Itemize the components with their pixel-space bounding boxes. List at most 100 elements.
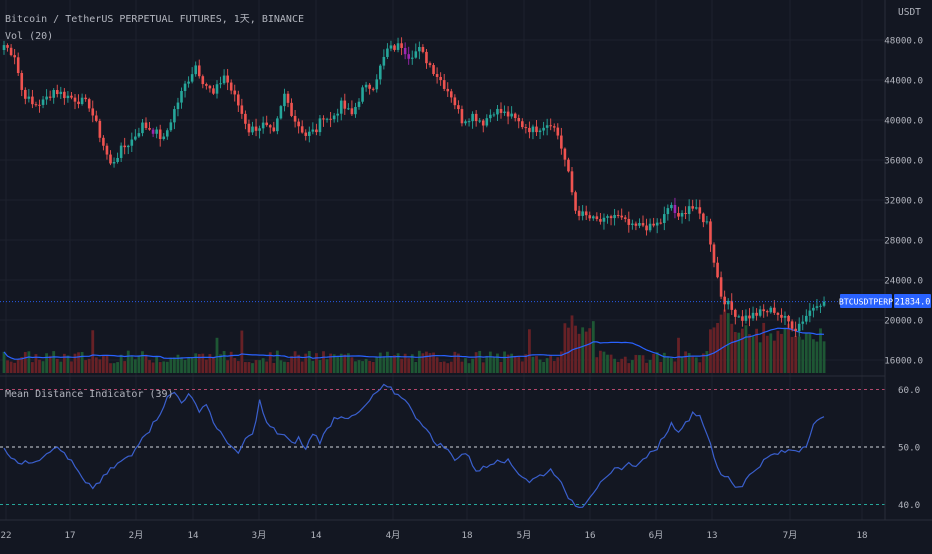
candle-body[interactable] [655,222,659,226]
candle-body[interactable] [762,309,765,312]
candle-body[interactable] [20,73,24,90]
candle-body[interactable] [300,126,304,133]
candle-body[interactable] [116,157,119,162]
candle-body[interactable] [794,328,797,332]
candle-body[interactable] [474,113,478,122]
candle-body[interactable] [197,65,201,77]
candle-body[interactable] [584,211,588,216]
candle-body[interactable] [336,113,339,116]
candle-body[interactable] [229,82,233,91]
candle-body[interactable] [549,125,552,127]
candle-body[interactable] [155,129,158,134]
candle-body[interactable] [279,106,283,119]
candle-body[interactable] [293,115,297,122]
candle-body[interactable] [485,118,489,126]
candle-body[interactable] [744,315,748,321]
candle-body[interactable] [187,81,190,84]
candle-body[interactable] [364,84,368,88]
candle-body[interactable] [389,45,393,49]
candle-body[interactable] [730,300,734,310]
candle-body[interactable] [70,95,73,98]
candle-body[interactable] [233,90,237,95]
candle-body[interactable] [705,221,709,223]
candle-body[interactable] [812,307,815,311]
candle-body[interactable] [521,121,524,128]
price-axis[interactable]: 48000.0 44000.0 40000.0 36000.0 32000.0 28000… [884,36,923,367]
candle-body[interactable] [567,159,570,172]
candle-body[interactable] [73,97,77,102]
candle-body[interactable] [276,118,279,132]
candle-body[interactable] [368,84,371,89]
candle-body[interactable] [481,120,485,126]
candle-body[interactable] [244,113,247,124]
candle-body[interactable] [205,84,208,86]
candle-body[interactable] [723,296,726,305]
candle-body[interactable] [87,99,91,109]
candle-body[interactable] [460,109,464,124]
candle-body[interactable] [421,47,425,52]
candle-body[interactable] [123,145,126,148]
candle-body[interactable] [148,128,151,130]
candle-body[interactable] [588,215,592,219]
candle-body[interactable] [27,96,31,99]
candle-body[interactable] [773,307,776,313]
candle-body[interactable] [574,192,577,211]
candle-body[interactable] [137,133,141,137]
candle-body[interactable] [45,96,48,100]
candle-body[interactable] [240,105,244,114]
candle-body[interactable] [34,104,38,106]
candle-body[interactable] [765,311,769,313]
candle-body[interactable] [311,129,315,132]
candle-body[interactable] [616,215,620,217]
candle-body[interactable] [55,90,59,95]
candle-body[interactable] [510,113,513,117]
candle-body[interactable] [162,136,166,140]
candle-body[interactable] [556,127,560,136]
candle-body[interactable] [499,108,503,113]
candle-body[interactable] [634,223,638,226]
candle-body[interactable] [13,55,16,58]
candle-body[interactable] [400,43,403,48]
candle-body[interactable] [48,96,52,98]
volume-label[interactable]: Vol (20) [5,31,53,42]
candle-body[interactable] [315,129,318,133]
candle-body[interactable] [208,85,212,89]
candle-body[interactable] [687,206,691,215]
candle-body[interactable] [741,316,744,321]
candle-body[interactable] [237,94,240,106]
candle-body[interactable] [780,314,783,318]
candle-body[interactable] [215,84,219,94]
candle-body[interactable] [141,122,144,134]
candle-body[interactable] [609,216,613,219]
candle-body[interactable] [620,215,623,218]
candlesticks[interactable] [2,37,826,338]
candle-body[interactable] [602,217,606,222]
candle-body[interactable] [751,312,755,319]
candle-body[interactable] [16,57,20,74]
candle-body[interactable] [119,145,123,158]
candle-body[interactable] [357,101,361,107]
candle-body[interactable] [677,213,680,217]
candle-body[interactable] [109,154,112,164]
candle-body[interactable] [797,323,801,332]
candle-body[interactable] [31,96,34,105]
candle-body[interactable] [190,74,194,82]
candle-body[interactable] [645,225,648,231]
candle-body[interactable] [105,145,109,155]
candle-body[interactable] [737,316,741,318]
candle-body[interactable] [393,45,396,50]
indicator-axis[interactable]: 60.0 50.0 40.0 [898,385,920,511]
candle-body[interactable] [545,125,549,128]
candle-body[interactable] [222,75,226,84]
candle-body[interactable] [332,115,336,120]
candle-body[interactable] [453,97,457,106]
candle-body[interactable] [268,125,272,128]
candle-body[interactable] [52,90,55,98]
candle-body[interactable] [471,113,474,122]
candle-body[interactable] [531,126,535,133]
candle-body[interactable] [407,54,410,59]
candle-body[interactable] [599,219,602,222]
candle-body[interactable] [819,305,822,307]
candle-body[interactable] [354,106,357,115]
candle-body[interactable] [783,315,787,318]
